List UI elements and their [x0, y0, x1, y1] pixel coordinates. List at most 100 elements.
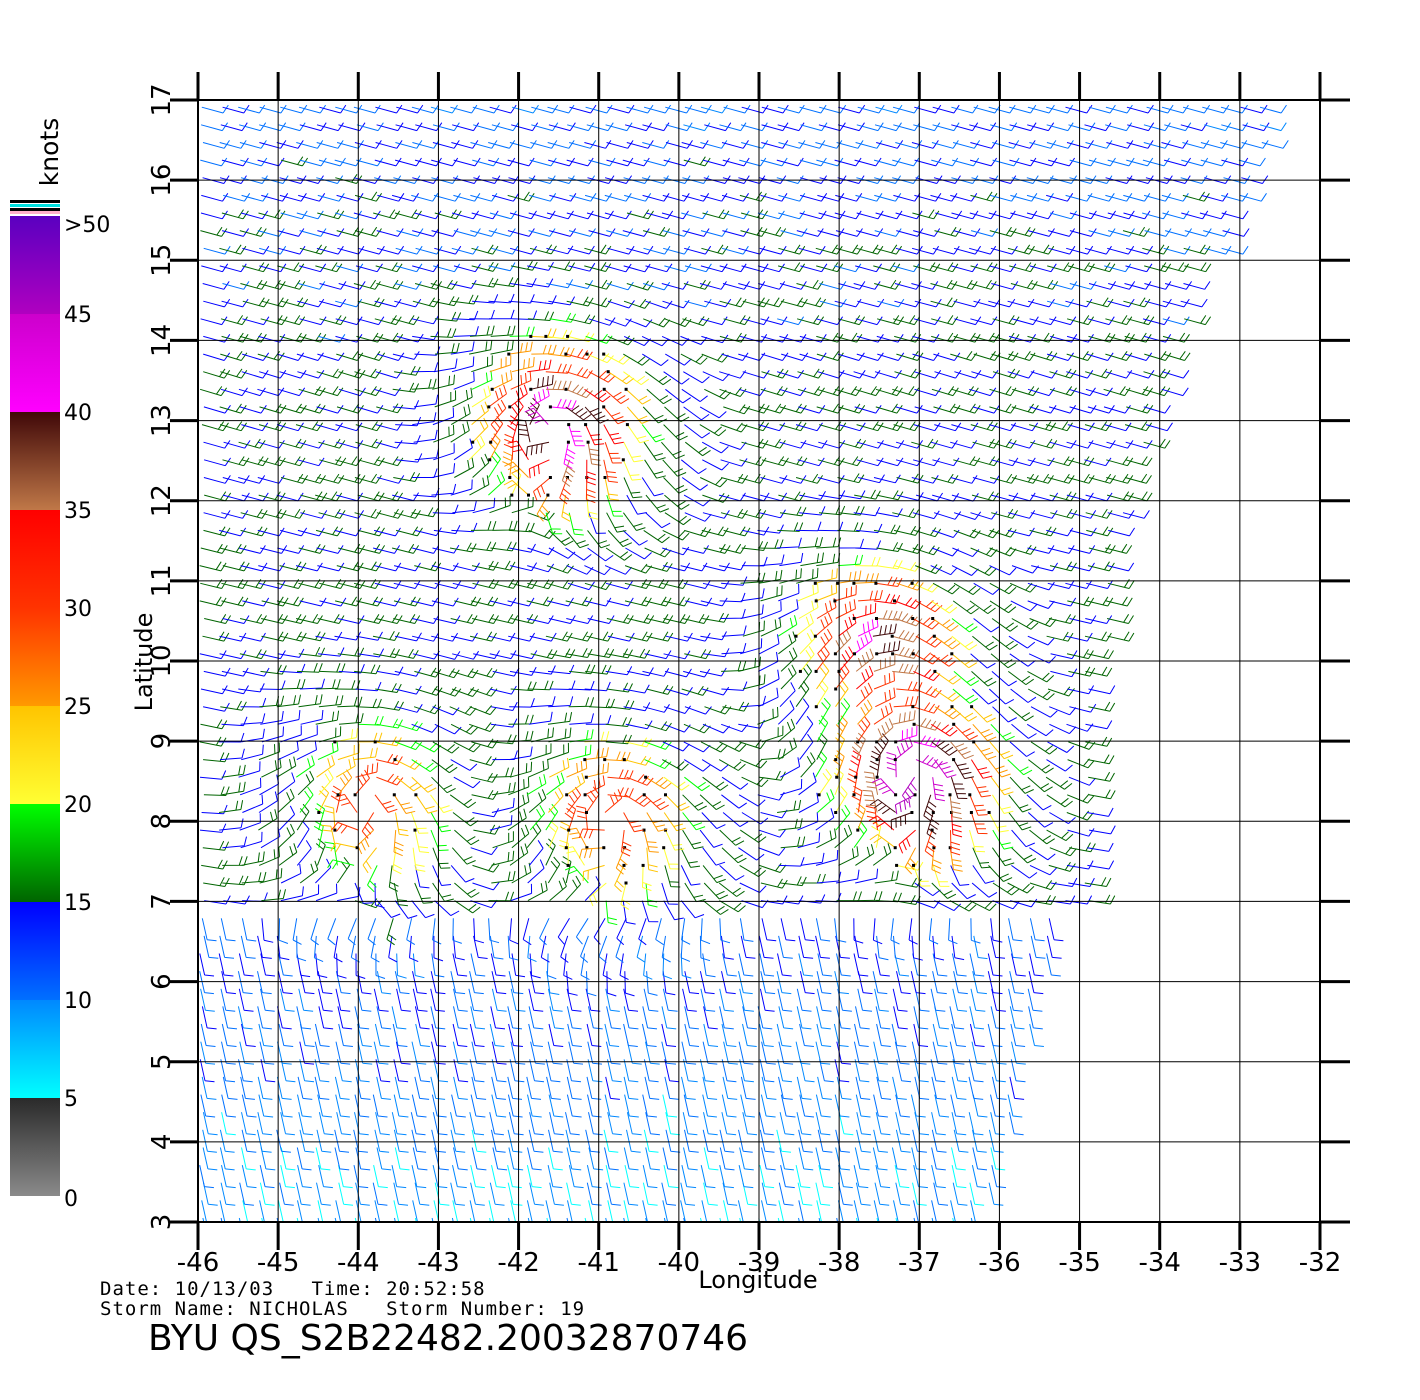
wind-barb: [315, 710, 340, 725]
wind-barb: [357, 715, 384, 726]
wind-barb: [622, 157, 650, 167]
wind-barb: [1007, 882, 1035, 894]
rain-flag: [930, 828, 934, 832]
wind-barb: [204, 614, 232, 624]
wind-barb: [1066, 315, 1095, 326]
wind-barb: [336, 953, 347, 979]
wind-barb: [412, 228, 440, 237]
wind-barb: [471, 738, 499, 749]
wind-barb: [258, 1094, 274, 1118]
wind-barb: [875, 1164, 891, 1189]
wind-barb: [335, 1200, 348, 1222]
wind-barb: [507, 191, 535, 202]
wind-barb: [625, 720, 653, 730]
wind-barb: [584, 580, 612, 591]
wind-barb: [722, 953, 737, 977]
wind-barb: [953, 298, 981, 308]
wind-barb: [1125, 352, 1153, 361]
wind-barb: [336, 351, 364, 361]
wind-barb: [241, 871, 267, 884]
wind-barb: [1088, 685, 1116, 695]
wind-barb: [1030, 157, 1058, 167]
wind-barb: [932, 582, 960, 595]
wind-barb: [778, 1041, 794, 1065]
wind-barb: [258, 791, 278, 813]
wind-barb: [989, 546, 1017, 557]
wind-barb: [953, 528, 981, 539]
wind-barb: [622, 228, 650, 237]
wind-barb: [258, 809, 278, 831]
wind-barb: [450, 404, 471, 426]
wind-barb: [526, 615, 554, 624]
wind-barb: [758, 829, 786, 838]
rain-flag: [814, 705, 818, 709]
wind-barb: [469, 1059, 485, 1083]
wind-barb: [566, 615, 594, 624]
wind-barb: [932, 618, 959, 632]
wind-barb: [199, 1164, 214, 1189]
wind-barb: [835, 1006, 851, 1030]
wind-barb: [259, 868, 283, 884]
wind-barb: [702, 580, 730, 589]
wind-barb: [412, 362, 439, 373]
wind-barb: [721, 352, 749, 361]
y-tick-label: 6: [147, 973, 177, 990]
wind-barb: [452, 953, 468, 977]
wind-barb: [877, 352, 905, 361]
wind-barb: [527, 859, 545, 884]
wind-barb: [644, 1076, 660, 1100]
wind-barb: [702, 157, 730, 167]
wind-barb: [894, 1041, 910, 1065]
wind-barb: [719, 297, 747, 308]
wind-barb: [988, 1182, 1004, 1206]
wind-barb: [469, 309, 495, 320]
wind-barb: [316, 122, 344, 132]
wind-barb: [739, 157, 767, 167]
wind-barb: [240, 831, 263, 849]
wind-barb: [414, 448, 440, 461]
wind-barb: [892, 646, 920, 659]
wind-barb: [970, 316, 998, 326]
wind-barb: [759, 770, 786, 781]
wind-barb: [780, 918, 796, 942]
wind-barb: [1087, 860, 1115, 870]
wind-barb: [969, 1023, 985, 1047]
wind-barb: [857, 699, 873, 725]
wind-barb: [261, 918, 274, 943]
rain-flag: [413, 828, 417, 832]
wind-barb: [837, 570, 862, 584]
rain-flag: [893, 846, 897, 850]
wind-barb: [723, 315, 751, 326]
wind-barb: [1066, 370, 1094, 379]
wind-barb: [951, 493, 979, 502]
wind-barb: [835, 680, 849, 707]
wind-barb: [393, 794, 416, 814]
wind-barb: [1010, 1059, 1026, 1083]
wind-barb: [700, 140, 728, 149]
wind-barb: [353, 104, 381, 114]
wind-barb: [338, 713, 364, 725]
wind-barb: [761, 1147, 776, 1171]
wind-barb: [433, 424, 455, 443]
wind-barb: [318, 647, 345, 657]
rain-flag: [950, 705, 954, 709]
wind-barb: [203, 935, 219, 959]
x-tick-label: -41: [577, 1248, 619, 1278]
wind-barb: [202, 631, 230, 642]
wind-barb: [295, 1182, 311, 1206]
wind-barb: [719, 900, 746, 913]
wind-barb: [951, 1164, 967, 1189]
wind-barb: [338, 1164, 353, 1189]
wind-barb: [623, 441, 644, 463]
wind-barb: [1009, 157, 1037, 167]
wind-barb: [855, 1094, 871, 1118]
wind-barb: [357, 614, 385, 624]
wind-barb: [604, 193, 632, 202]
wind-barb: [1184, 315, 1212, 326]
wind-barb: [952, 600, 979, 615]
wind-barb: [876, 718, 894, 743]
wind-barb: [412, 263, 440, 273]
wind-barb: [680, 847, 701, 868]
wind-barb: [1046, 104, 1074, 114]
wind-barb: [375, 104, 403, 114]
